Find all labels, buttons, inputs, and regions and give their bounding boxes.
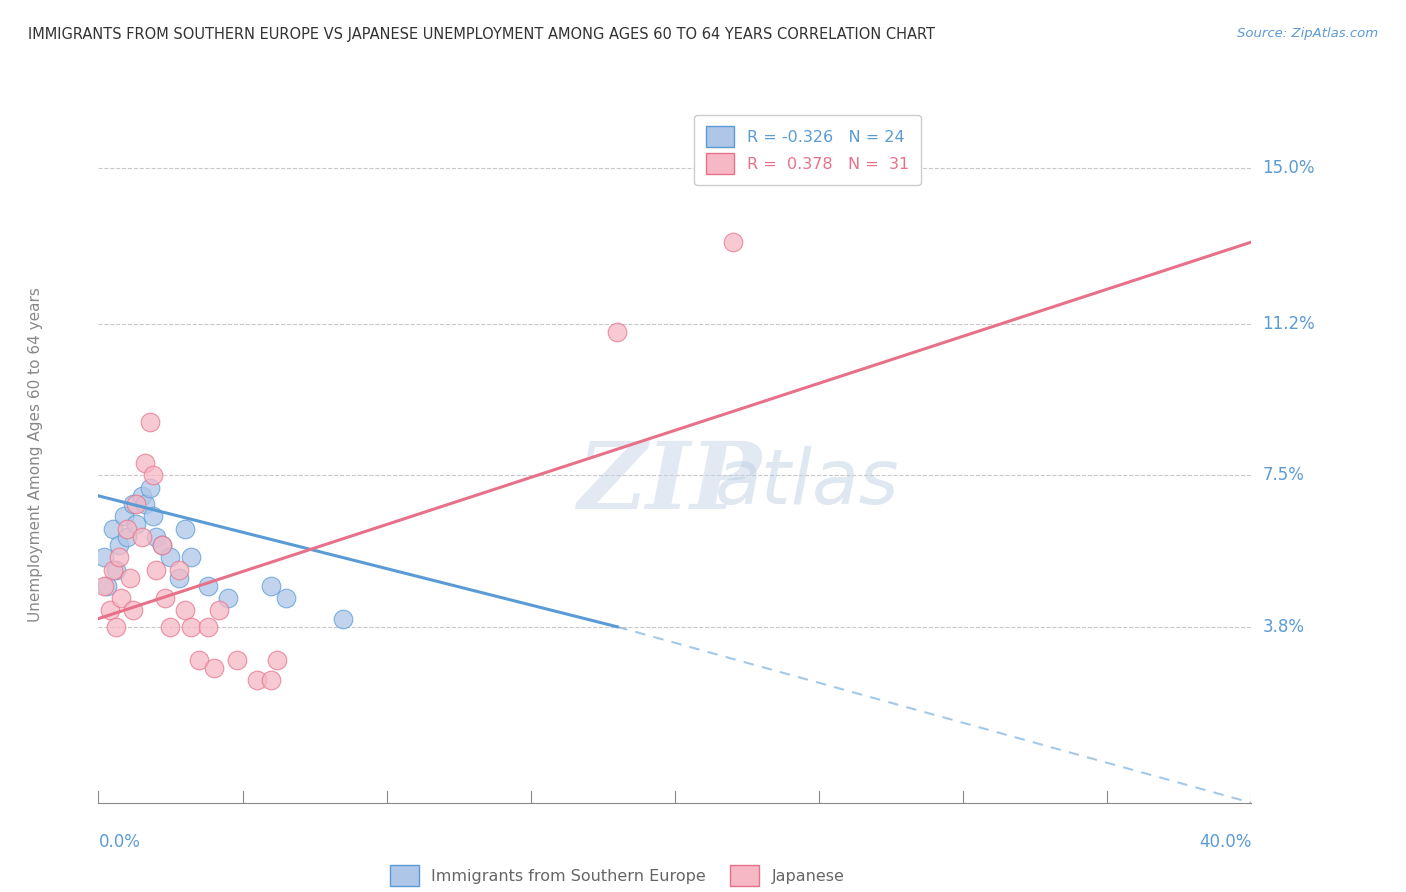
Point — [122, 603, 145, 617]
Point — [93, 579, 115, 593]
Point — [159, 550, 181, 565]
Point — [145, 562, 167, 576]
Point — [142, 468, 165, 483]
Point — [93, 550, 115, 565]
Point — [98, 603, 121, 617]
Text: 0.0%: 0.0% — [98, 833, 141, 851]
Point — [225, 652, 247, 666]
Point — [139, 415, 162, 429]
Point — [134, 497, 156, 511]
Point — [122, 497, 145, 511]
Text: 15.0%: 15.0% — [1263, 160, 1315, 178]
Point — [96, 579, 118, 593]
Point — [112, 509, 135, 524]
Point — [332, 612, 354, 626]
Point — [159, 620, 181, 634]
Point — [107, 538, 129, 552]
Point — [606, 325, 628, 339]
Point — [125, 517, 148, 532]
Point — [131, 530, 153, 544]
Point — [208, 603, 231, 617]
Point — [721, 235, 744, 249]
Point — [117, 522, 138, 536]
Point — [107, 550, 129, 565]
Point — [131, 489, 153, 503]
Point — [246, 673, 269, 687]
Point — [153, 591, 176, 606]
Point — [174, 603, 197, 617]
Point — [120, 571, 142, 585]
Text: 3.8%: 3.8% — [1263, 618, 1305, 636]
Point — [167, 571, 190, 585]
Point — [260, 579, 283, 593]
Point — [145, 530, 167, 544]
Point — [104, 562, 127, 576]
Point — [260, 673, 283, 687]
Text: Unemployment Among Ages 60 to 64 years: Unemployment Among Ages 60 to 64 years — [28, 287, 42, 623]
Point — [180, 620, 202, 634]
Point — [110, 591, 132, 606]
Point — [125, 497, 148, 511]
Point — [188, 652, 211, 666]
Text: 7.5%: 7.5% — [1263, 467, 1305, 484]
Text: ZIP: ZIP — [576, 438, 761, 528]
Point — [167, 562, 190, 576]
Point — [142, 509, 165, 524]
Point — [101, 562, 124, 576]
Text: 11.2%: 11.2% — [1263, 315, 1315, 333]
Point — [274, 591, 297, 606]
Point — [202, 661, 225, 675]
Point — [134, 456, 156, 470]
Point — [139, 481, 162, 495]
Point — [180, 550, 202, 565]
Point — [197, 579, 219, 593]
Point — [197, 620, 219, 634]
Point — [150, 538, 173, 552]
Text: Source: ZipAtlas.com: Source: ZipAtlas.com — [1237, 27, 1378, 40]
Point — [150, 538, 173, 552]
Point — [174, 522, 197, 536]
Point — [217, 591, 239, 606]
Text: IMMIGRANTS FROM SOUTHERN EUROPE VS JAPANESE UNEMPLOYMENT AMONG AGES 60 TO 64 YEA: IMMIGRANTS FROM SOUTHERN EUROPE VS JAPAN… — [28, 27, 935, 42]
Point — [101, 522, 124, 536]
Text: atlas: atlas — [716, 446, 900, 520]
Point — [266, 652, 288, 666]
Text: 40.0%: 40.0% — [1199, 833, 1251, 851]
Point — [117, 530, 138, 544]
Point — [104, 620, 127, 634]
Legend: Immigrants from Southern Europe, Japanese: Immigrants from Southern Europe, Japanes… — [384, 859, 851, 892]
